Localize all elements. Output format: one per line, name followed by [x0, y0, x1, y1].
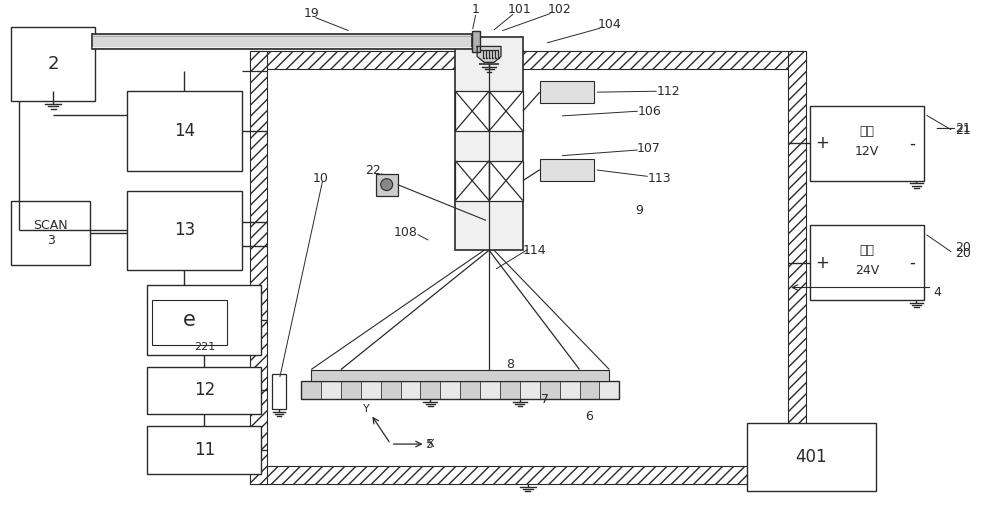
Text: 221: 221 [194, 342, 215, 352]
Bar [381, 382, 401, 399]
Bar [520, 382, 540, 399]
Text: 5: 5 [426, 437, 434, 450]
Bar [540, 159, 594, 180]
Bar [11, 27, 95, 101]
Bar [401, 382, 420, 399]
Bar [250, 466, 806, 484]
Text: 直流: 直流 [860, 125, 875, 138]
Bar [540, 382, 560, 399]
Text: +: + [815, 254, 829, 271]
Text: 3: 3 [47, 235, 55, 248]
Bar [810, 106, 924, 180]
Text: 102: 102 [548, 3, 572, 16]
Text: 106: 106 [637, 105, 661, 118]
Text: 24V: 24V [855, 264, 879, 277]
Text: Y: Y [363, 404, 370, 414]
Bar [361, 382, 381, 399]
Text: 4: 4 [933, 286, 941, 299]
Text: 8: 8 [506, 358, 514, 371]
Bar [250, 51, 806, 69]
Bar [540, 81, 594, 103]
Bar [301, 382, 321, 399]
Bar [272, 374, 286, 409]
Bar [250, 51, 267, 484]
Text: -: - [910, 254, 915, 271]
Polygon shape [477, 46, 501, 62]
Bar [747, 423, 876, 491]
Text: 14: 14 [174, 122, 195, 140]
Bar [810, 225, 924, 300]
Text: 12V: 12V [855, 145, 879, 158]
Bar [321, 382, 341, 399]
Bar [580, 382, 599, 399]
Text: 101: 101 [508, 3, 532, 16]
Text: 20: 20 [955, 241, 971, 254]
Bar [455, 161, 489, 201]
Text: -: - [910, 134, 915, 152]
Text: 113: 113 [647, 172, 671, 185]
Text: 20: 20 [955, 246, 971, 259]
Text: 107: 107 [637, 142, 661, 155]
Text: 104: 104 [597, 18, 621, 31]
Bar [92, 33, 472, 49]
Bar [440, 382, 460, 399]
Bar [460, 382, 480, 399]
Text: 直流: 直流 [860, 244, 875, 257]
Bar [788, 51, 806, 484]
Bar [376, 174, 398, 196]
Bar [152, 300, 227, 345]
Circle shape [381, 179, 393, 191]
Bar [11, 201, 90, 265]
Bar [147, 426, 261, 474]
Text: 21: 21 [955, 124, 971, 137]
Bar [127, 191, 242, 270]
Bar [560, 382, 580, 399]
Text: 1: 1 [471, 3, 479, 16]
Bar [500, 382, 520, 399]
Bar [480, 382, 500, 399]
Bar [311, 370, 609, 382]
Text: 6: 6 [586, 410, 593, 423]
Text: +: + [815, 134, 829, 152]
Text: 12: 12 [194, 381, 215, 399]
Text: X: X [427, 439, 434, 449]
Text: 112: 112 [657, 85, 681, 98]
Text: 7: 7 [541, 393, 549, 406]
Text: 11: 11 [194, 441, 215, 459]
Bar [455, 36, 523, 250]
Text: 2: 2 [47, 55, 59, 73]
Text: e: e [183, 310, 196, 330]
Bar [472, 31, 480, 53]
Bar [420, 382, 440, 399]
Text: 401: 401 [795, 448, 827, 466]
Text: 21: 21 [955, 122, 971, 135]
Text: 108: 108 [394, 226, 418, 239]
Bar [489, 161, 523, 201]
Text: 10: 10 [313, 172, 329, 185]
Text: 13: 13 [174, 222, 195, 239]
Bar [599, 382, 619, 399]
Text: 19: 19 [303, 7, 319, 20]
Bar [455, 91, 489, 131]
Bar [127, 91, 242, 171]
Bar [301, 382, 619, 399]
Text: SCAN: SCAN [33, 219, 68, 232]
Bar [489, 91, 523, 131]
Text: 9: 9 [635, 204, 643, 217]
Bar [341, 382, 361, 399]
Bar [147, 367, 261, 414]
Text: 114: 114 [523, 244, 547, 257]
Text: 22: 22 [365, 164, 381, 177]
Bar [147, 285, 261, 355]
